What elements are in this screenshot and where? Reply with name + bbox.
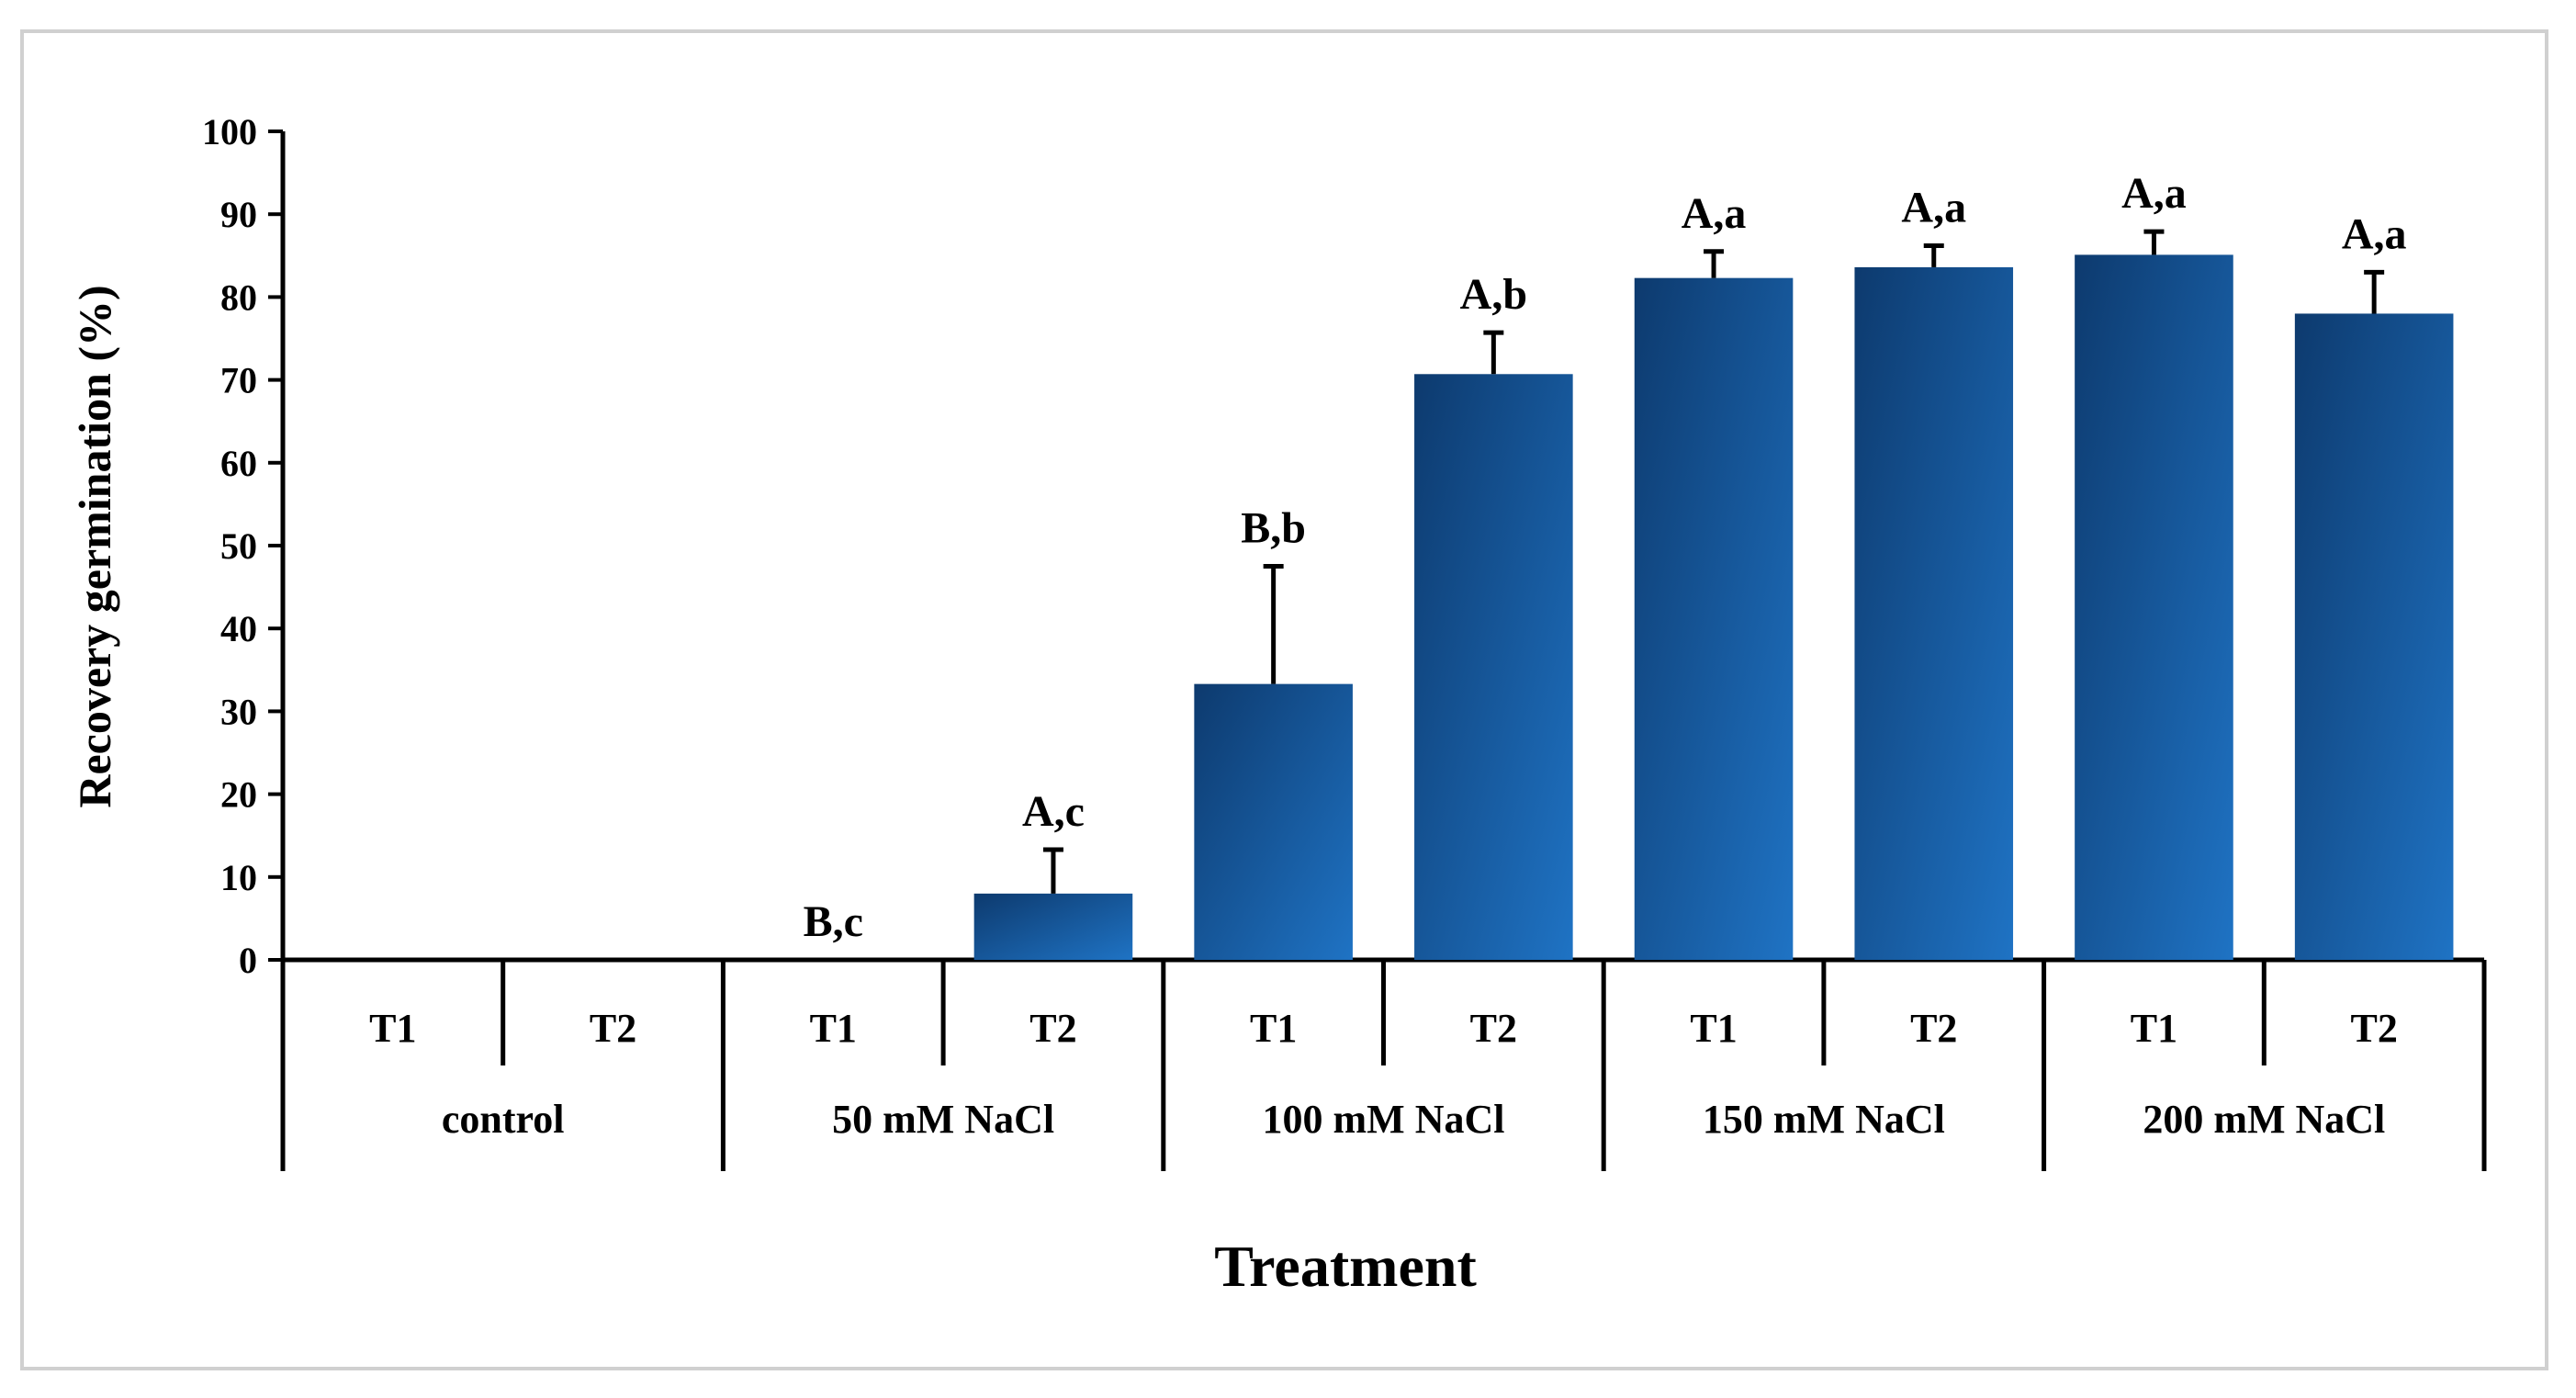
axes-group: 0 10 20 30 40 50 60 70 80 90 100: [202, 111, 2484, 981]
bar: [1634, 277, 1794, 960]
x-group-label: 50 mM NaCl: [832, 1097, 1054, 1142]
bar: [1194, 683, 1353, 960]
x-group-label: 200 mM NaCl: [2143, 1097, 2385, 1142]
error-bars-group: [1042, 229, 2385, 894]
bar: [1854, 266, 2014, 961]
x-subcategory-label: T1: [369, 1006, 416, 1051]
x-category-table: T1 T2 T1 T2 T1 T2 T1 T2 T1 T2 control 50 mM NaCl 100…: [280, 960, 2487, 1171]
y-tick-label: 10: [220, 857, 257, 898]
x-subcategory-label: T1: [1690, 1006, 1737, 1051]
x-subcategory-label: T2: [590, 1006, 636, 1051]
x-subcategory-label: T2: [1910, 1006, 1957, 1051]
x-subcategory-label: T1: [810, 1006, 857, 1051]
x-axis-label: Treatment: [1214, 1234, 1477, 1299]
x-group-label: 100 mM NaCl: [1263, 1097, 1505, 1142]
significance-label: A,a: [2342, 209, 2407, 258]
y-tick-label: 100: [202, 111, 257, 152]
significance-label: B,b: [1241, 504, 1306, 553]
x-subcategory-label: T2: [1470, 1006, 1517, 1051]
x-group-label: control: [442, 1097, 565, 1142]
significance-label: A,a: [1901, 183, 1966, 231]
significance-label: A,c: [1022, 787, 1085, 836]
y-axis-label: Recovery germination (%): [69, 285, 120, 807]
x-subcategory-label: T2: [2350, 1006, 2397, 1051]
y-tick-label: 90: [220, 194, 257, 235]
y-tick-label: 60: [220, 443, 257, 484]
significance-label: A,a: [2121, 169, 2187, 218]
y-tick-label: 20: [220, 774, 257, 816]
y-tick-label: 30: [220, 691, 257, 732]
significance-label: B,c: [804, 897, 863, 946]
x-subcategory-label: T2: [1029, 1006, 1076, 1051]
significance-label: A,a: [1682, 189, 1747, 238]
y-tick-label: 50: [220, 525, 257, 567]
bar: [973, 893, 1133, 960]
significance-label: A,b: [1460, 270, 1527, 319]
x-subcategory-label: T1: [2131, 1006, 2177, 1051]
annotations-group: B,c A,c B,b A,b A,a A,a A,a A,a: [804, 169, 2407, 946]
x-group-label: 150 mM NaCl: [1703, 1097, 1945, 1142]
y-tick-label: 40: [220, 608, 257, 649]
y-tick-label: 80: [220, 276, 257, 318]
bars-group: [973, 254, 2454, 961]
y-tick-label: 70: [220, 360, 257, 401]
bar: [2075, 254, 2233, 960]
bar: [2294, 313, 2454, 960]
y-tick-label: 0: [239, 940, 257, 981]
bar: [1414, 374, 1573, 960]
x-subcategory-label: T1: [1250, 1006, 1297, 1051]
